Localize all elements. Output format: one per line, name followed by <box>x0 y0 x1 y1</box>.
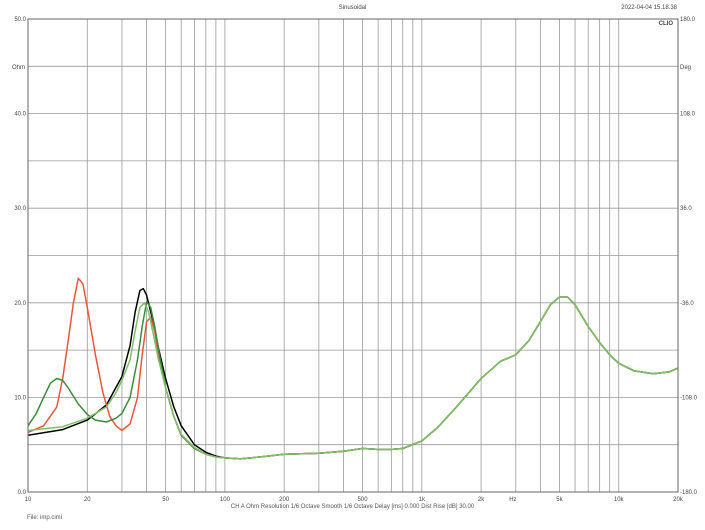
file-name: File: imp.cimi <box>27 515 63 521</box>
series-layer <box>27 277 679 460</box>
chart-title: Sinusoidal <box>338 5 367 11</box>
series-line-2 <box>27 277 679 460</box>
y-tick-label: 20.0 <box>14 301 26 307</box>
y2-tick-label: 36.0 <box>680 206 692 212</box>
grid <box>27 18 679 493</box>
tick-labels: 10 20 50 100 200 500 1k 2k 5k 10k 20k 0.0 10.0 20.0 30… <box>14 17 697 503</box>
x-tick-label: 1k <box>419 497 426 503</box>
y-tick-label: 30.0 <box>14 206 26 212</box>
y-unit-label: Ohm <box>12 65 25 71</box>
y2-tick-label: -108.0 <box>680 395 698 401</box>
y2-unit-label: Deg <box>680 65 691 71</box>
measurement-settings: CH A Ohm Resolution 1/6 Octave Smooth 1/… <box>230 504 475 510</box>
y2-tick-label: 108.0 <box>680 112 696 118</box>
x-tick-label: 10 <box>25 497 32 503</box>
x-tick-label: 5k <box>556 497 563 503</box>
y2-tick-label: 180.0 <box>680 17 696 23</box>
x-tick-label: 500 <box>358 497 369 503</box>
plot-frame <box>27 18 679 493</box>
x-unit-label: Hz <box>509 497 516 503</box>
y-tick-label: 40.0 <box>14 112 26 118</box>
x-tick-label: 2k <box>478 497 485 503</box>
x-tick-label: 20 <box>84 497 91 503</box>
timestamp: 2022-04-04 15.18.38 <box>621 5 677 11</box>
x-tick-label: 20k <box>673 497 684 503</box>
series-line-3 <box>27 296 679 460</box>
clio-brand: CLIO <box>658 21 673 27</box>
y2-tick-label: -36.0 <box>680 301 694 307</box>
y-tick-label: 50.0 <box>14 17 26 23</box>
y2-tick-label: -180.0 <box>680 490 698 496</box>
x-tick-label: 50 <box>162 497 169 503</box>
x-tick-label: 200 <box>279 497 290 503</box>
y-tick-label: 10.0 <box>14 395 26 401</box>
x-tick-label: 100 <box>220 497 231 503</box>
x-tick-label: 10k <box>614 497 625 503</box>
y-tick-label: 0.0 <box>18 490 27 496</box>
series-line-4 <box>27 296 679 460</box>
